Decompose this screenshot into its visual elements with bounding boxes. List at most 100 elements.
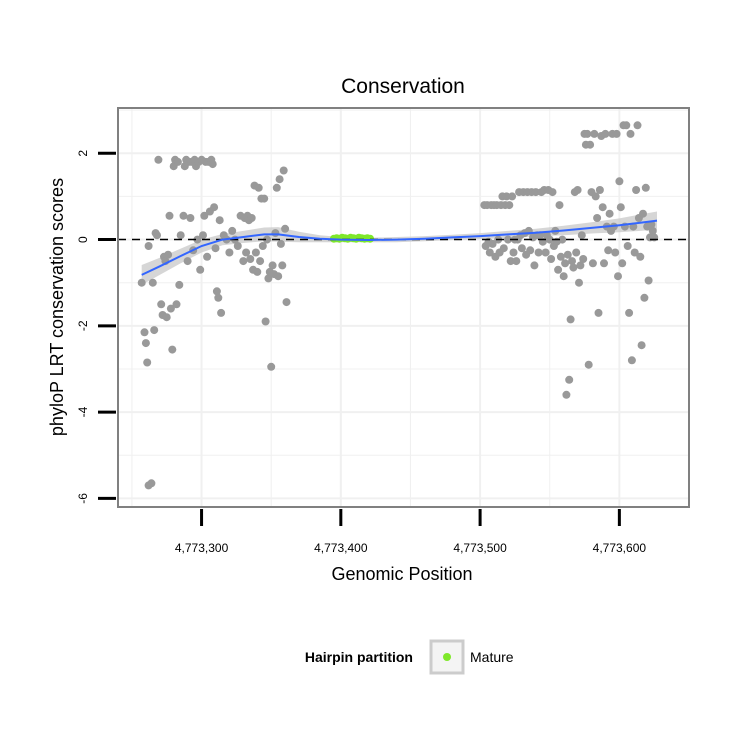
data-point bbox=[611, 248, 620, 257]
data-point bbox=[588, 259, 597, 268]
data-point bbox=[256, 257, 265, 266]
data-point bbox=[632, 186, 641, 194]
data-point bbox=[276, 239, 285, 248]
data-point bbox=[271, 229, 280, 238]
data-point bbox=[279, 166, 288, 175]
data-point bbox=[260, 194, 269, 203]
data-point bbox=[572, 248, 581, 257]
data-point bbox=[559, 272, 568, 281]
data-point bbox=[203, 252, 212, 261]
data-point bbox=[531, 188, 540, 197]
y-tick-label: 0 bbox=[76, 236, 90, 243]
data-point bbox=[212, 287, 221, 296]
y-tick-label: 2 bbox=[76, 150, 90, 157]
data-point bbox=[153, 231, 161, 240]
data-point bbox=[172, 300, 181, 309]
data-point bbox=[504, 235, 512, 244]
data-point bbox=[625, 308, 634, 317]
data-point bbox=[140, 328, 149, 337]
data-point bbox=[545, 235, 554, 244]
x-tick-label: 4,773,500 bbox=[453, 541, 507, 555]
data-point bbox=[637, 341, 646, 350]
y-tick-label: -4 bbox=[76, 406, 90, 417]
data-point bbox=[173, 157, 182, 166]
data-point bbox=[641, 183, 650, 192]
data-point bbox=[264, 274, 273, 283]
legend: Hairpin partition Mature bbox=[305, 639, 514, 675]
data-point bbox=[186, 214, 195, 222]
data-point bbox=[157, 300, 166, 309]
data-point bbox=[622, 121, 631, 130]
data-point bbox=[214, 293, 223, 302]
data-point bbox=[488, 239, 497, 248]
data-point bbox=[215, 216, 224, 225]
data-point bbox=[242, 248, 251, 257]
data-point bbox=[261, 317, 270, 326]
data-point bbox=[584, 360, 593, 369]
data-point bbox=[272, 183, 281, 192]
data-point bbox=[251, 248, 260, 257]
data-point bbox=[485, 248, 494, 257]
data-point bbox=[211, 244, 220, 253]
data-point bbox=[137, 278, 146, 287]
data-point bbox=[618, 259, 627, 268]
data-point bbox=[563, 250, 572, 259]
data-point bbox=[561, 259, 570, 268]
data-point bbox=[499, 244, 508, 253]
data-point bbox=[193, 235, 202, 244]
data-point bbox=[568, 257, 576, 266]
data-point bbox=[144, 242, 153, 250]
data-point bbox=[590, 129, 599, 138]
data-point bbox=[558, 235, 567, 244]
x-axis: 4,773,300 4,773,400 4,773,500 4,773,600 bbox=[175, 509, 646, 555]
mature-point bbox=[366, 234, 375, 243]
data-point bbox=[612, 129, 621, 138]
data-point bbox=[579, 255, 588, 263]
x-tick-label: 4,773,300 bbox=[175, 541, 229, 555]
legend-key-box bbox=[429, 639, 465, 675]
data-point bbox=[274, 272, 283, 281]
plot-border bbox=[117, 107, 690, 508]
data-point bbox=[162, 313, 171, 322]
data-point bbox=[166, 304, 175, 313]
data-point bbox=[281, 224, 290, 233]
data-point bbox=[569, 263, 578, 272]
y-axis-title: phyloP LRT conservation scores bbox=[47, 178, 67, 436]
data-point bbox=[601, 129, 610, 138]
data-point bbox=[626, 129, 635, 138]
data-point bbox=[593, 214, 602, 222]
x-axis-title: Genomic Position bbox=[331, 564, 472, 584]
data-point bbox=[541, 248, 550, 257]
data-point bbox=[233, 242, 242, 250]
chart-title: Conservation bbox=[341, 75, 465, 98]
data-point bbox=[554, 265, 563, 274]
data-point bbox=[196, 265, 205, 274]
data-point bbox=[586, 140, 595, 149]
data-point bbox=[505, 201, 514, 210]
data-point bbox=[534, 248, 543, 257]
data-point bbox=[605, 209, 614, 218]
data-point bbox=[225, 248, 234, 257]
data-point bbox=[154, 155, 163, 164]
data-point bbox=[598, 203, 607, 212]
data-point bbox=[228, 226, 237, 235]
data-point bbox=[176, 231, 185, 240]
data-point bbox=[575, 278, 583, 287]
data-point bbox=[604, 246, 613, 255]
data-point bbox=[164, 250, 173, 259]
grid-lines bbox=[118, 108, 689, 507]
data-point bbox=[183, 257, 192, 266]
x-tick-label: 4,773,400 bbox=[314, 541, 368, 555]
data-point bbox=[577, 231, 586, 240]
data-point bbox=[239, 257, 248, 266]
data-point bbox=[168, 345, 177, 354]
data-point bbox=[562, 390, 571, 399]
legend-label-mature: Mature bbox=[470, 649, 514, 665]
data-point bbox=[636, 252, 645, 261]
data-point bbox=[509, 248, 518, 257]
data-point bbox=[278, 261, 287, 270]
smooth-line-layer bbox=[141, 219, 658, 276]
data-point bbox=[175, 280, 184, 289]
data-point bbox=[210, 203, 219, 212]
